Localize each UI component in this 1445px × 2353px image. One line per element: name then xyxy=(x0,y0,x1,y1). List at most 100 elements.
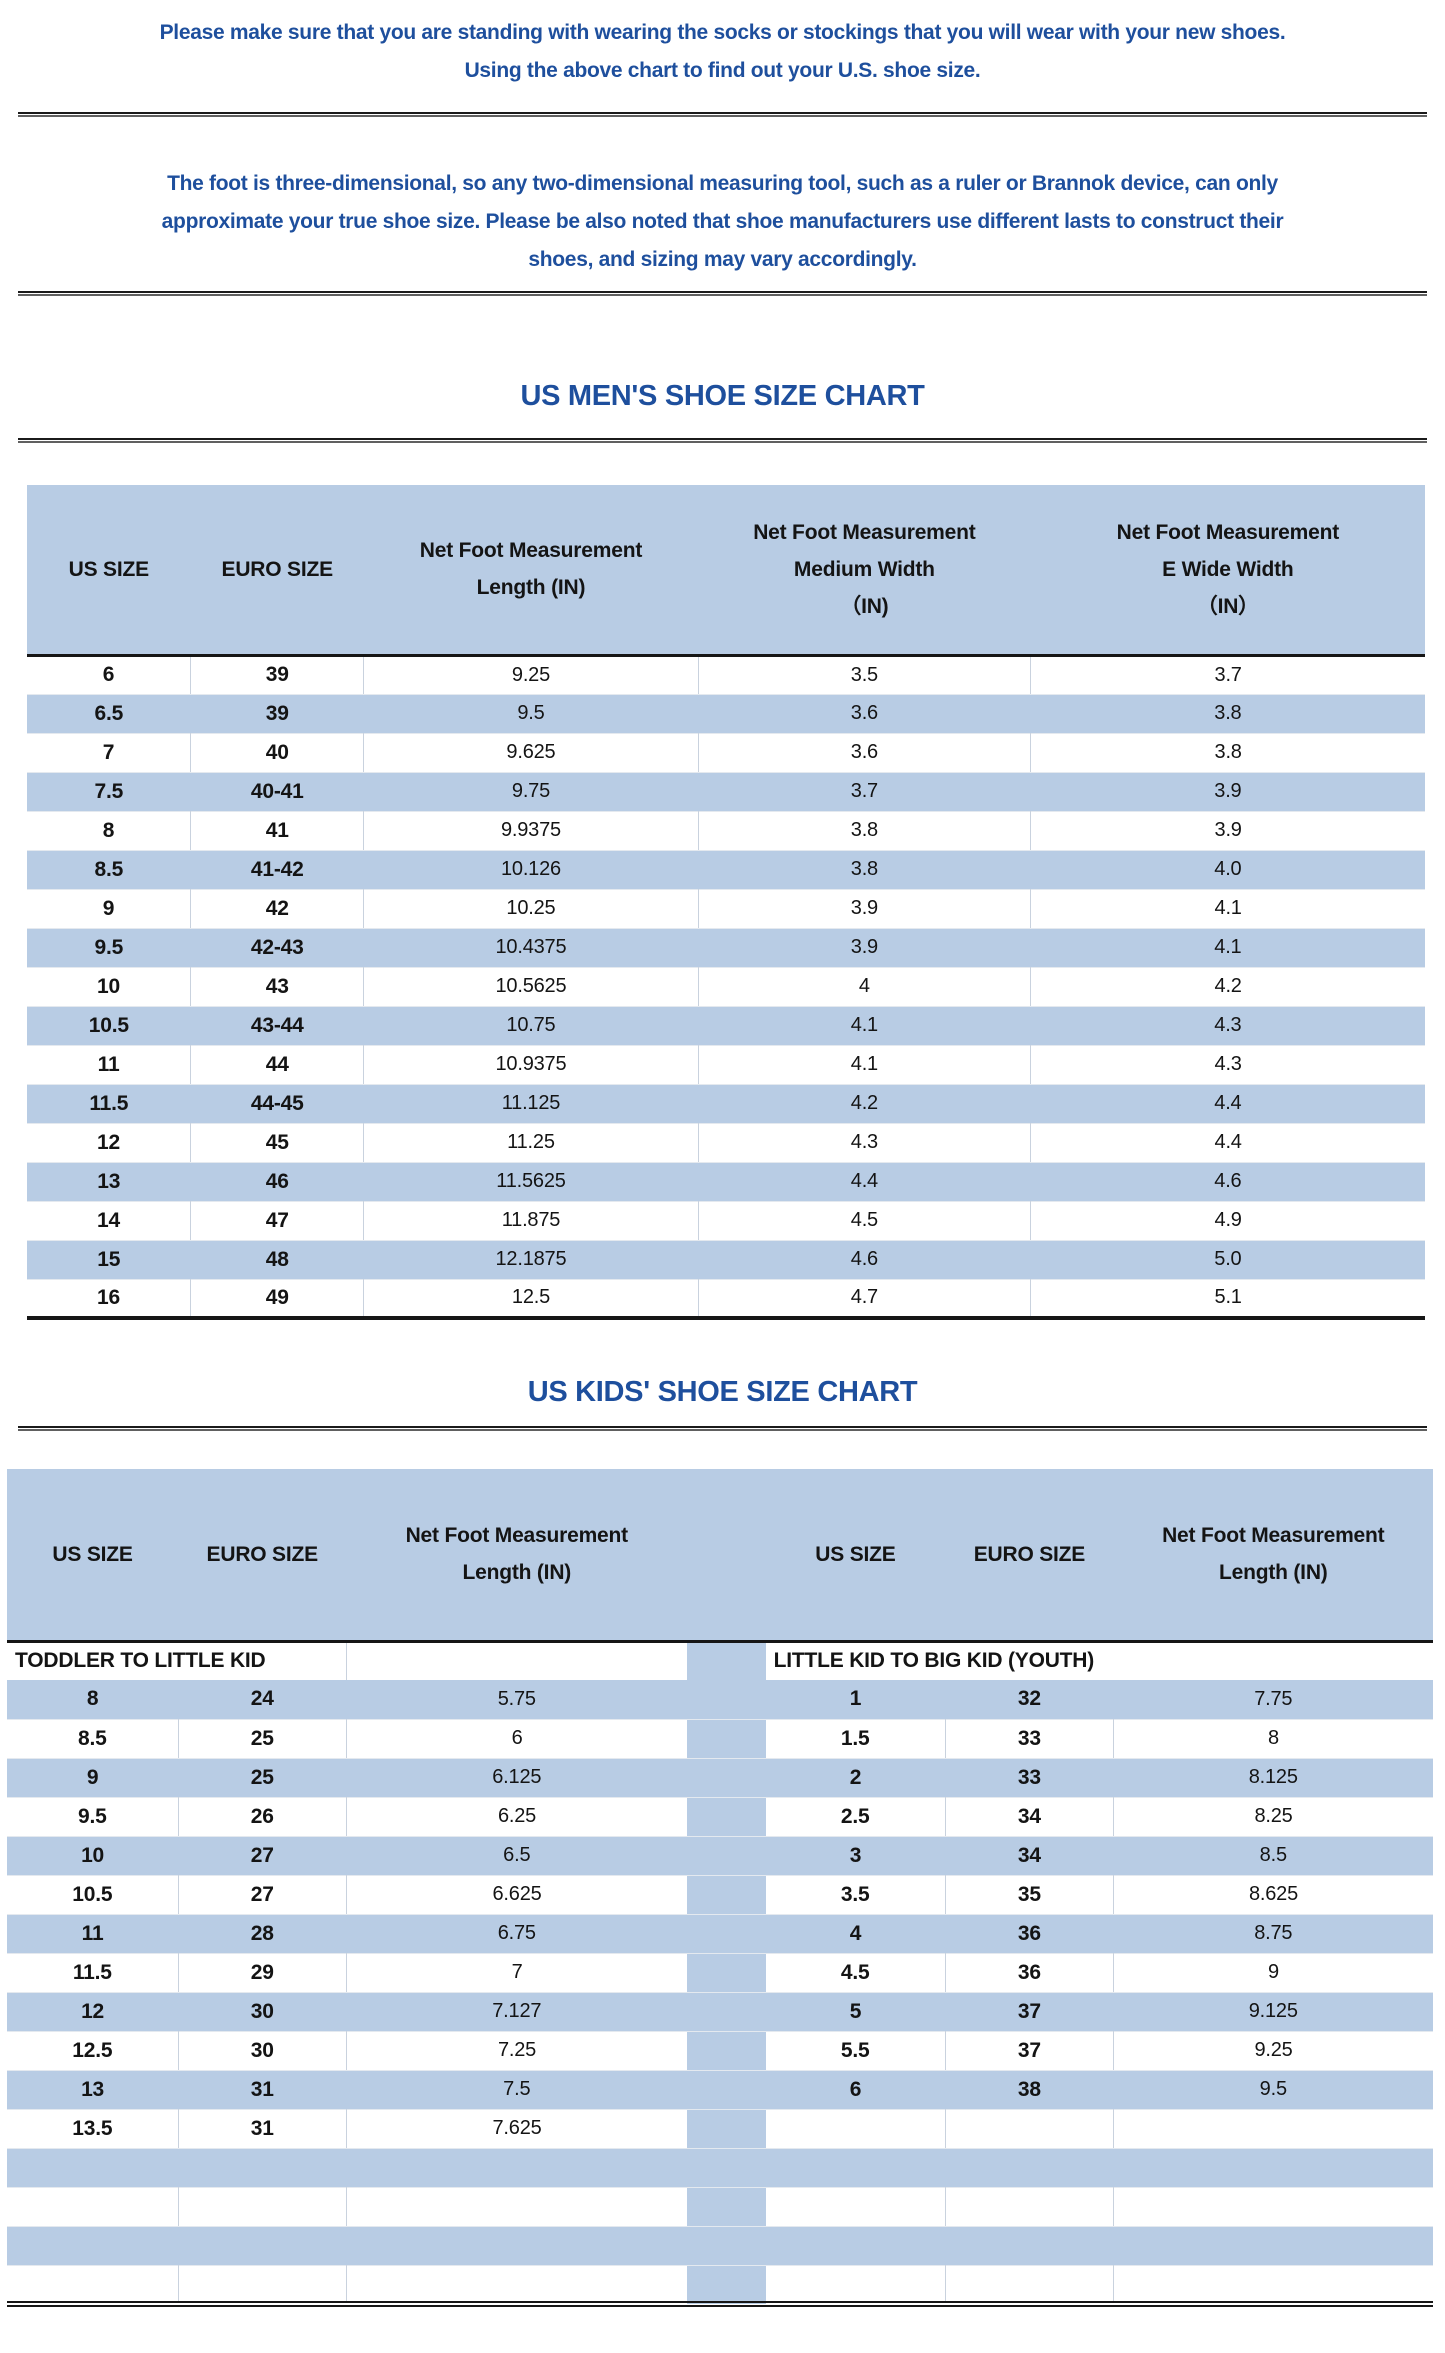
table-cell: 4.1 xyxy=(698,1006,1031,1045)
table-cell xyxy=(945,2264,1115,2305)
header-spacer-cell xyxy=(687,1469,766,1643)
table-cell: 15 xyxy=(27,1240,191,1279)
table-cell: 3 xyxy=(765,1836,946,1875)
table-cell: 3.7 xyxy=(1030,654,1425,695)
table-cell: 4.2 xyxy=(698,1084,1031,1123)
kids-table-body: TODDLER TO LITTLE KID LITTLE KID TO BIG … xyxy=(7,1641,1433,2305)
divider xyxy=(18,291,1427,296)
table-cell: 40 xyxy=(190,732,365,773)
table-cell: 3.8 xyxy=(698,850,1031,889)
table-cell: 3.9 xyxy=(698,928,1031,967)
table-cell xyxy=(765,2226,946,2265)
table-cell xyxy=(178,2264,347,2305)
spacer-cell xyxy=(687,2226,766,2265)
table-cell: 7.5 xyxy=(27,772,191,811)
table-cell: 34 xyxy=(945,1796,1115,1837)
table-cell: 25 xyxy=(178,1758,347,1797)
table-cell: 9 xyxy=(7,1758,179,1797)
header-cell-e-wide-width: Net Foot Measurement E Wide Width （IN） xyxy=(1030,485,1425,657)
table-cell: 5.5 xyxy=(765,2030,946,2071)
table-row: 12.5 30 7.25 5.5 37 9.25 xyxy=(7,2030,1433,2071)
table-cell: 11.5 xyxy=(27,1084,191,1123)
table-row: 14 47 11.875 4.5 4.9 xyxy=(27,1200,1425,1241)
table-cell: 29 xyxy=(178,1952,347,1993)
table-row: 11 28 6.75 4 36 8.75 xyxy=(7,1914,1433,1953)
table-cell: 13 xyxy=(7,2070,179,2109)
table-cell: 47 xyxy=(190,1200,365,1241)
table-cell: 5 xyxy=(765,1992,946,2031)
table-cell: 41 xyxy=(190,810,365,851)
table-cell: 7 xyxy=(27,732,192,773)
table-cell xyxy=(765,2148,946,2187)
table-cell: 4.4 xyxy=(698,1162,1031,1201)
spacer-cell xyxy=(687,2030,766,2071)
table-cell xyxy=(945,2148,1114,2187)
table-cell xyxy=(765,2108,946,2149)
table-cell: 7.75 xyxy=(1113,1680,1433,1719)
spacer-cell xyxy=(687,2264,766,2305)
table-cell: 30 xyxy=(178,2030,347,2071)
table-cell: 9 xyxy=(27,888,192,929)
table-row: 10.5 43-44 10.75 4.1 4.3 xyxy=(27,1006,1425,1045)
spacer-cell xyxy=(687,1796,766,1837)
header-cell-medium-width: Net Foot Measurement Medium Width （IN) xyxy=(698,485,1031,657)
header-cell-length: Net Foot Measurement Length (IN) xyxy=(363,485,699,657)
table-cell: 11 xyxy=(27,1044,192,1085)
table-cell: 9.25 xyxy=(363,654,699,695)
table-cell: 8.25 xyxy=(1113,1796,1433,1837)
table-cell xyxy=(346,2264,688,2305)
table-cell: 4.3 xyxy=(1030,1006,1425,1045)
table-cell: 3.8 xyxy=(1030,732,1425,773)
header-cell-us-size: US SIZE xyxy=(765,1469,946,1643)
table-cell: 7 xyxy=(346,1952,688,1993)
table-cell: 4.3 xyxy=(1030,1044,1425,1085)
table-cell xyxy=(346,2186,688,2227)
table-cell: 25 xyxy=(178,1718,347,1759)
mens-chart-title: US MEN'S SHOE SIZE CHART xyxy=(520,380,925,412)
table-row: 8.5 41-42 10.126 3.8 4.0 xyxy=(27,850,1425,889)
table-row: 10 43 10.5625 4 4.2 xyxy=(27,966,1425,1007)
table-row: 10.5 27 6.625 3.5 35 8.625 xyxy=(7,1874,1433,1915)
table-cell: 11.5 xyxy=(7,1952,179,1993)
table-cell: 44-45 xyxy=(190,1084,364,1123)
table-header-row: US SIZE EURO SIZE Net Foot Measurement L… xyxy=(27,485,1425,657)
table-cell: 4.5 xyxy=(698,1200,1032,1241)
table-cell: 8.75 xyxy=(1113,1914,1433,1953)
table-cell: 1.5 xyxy=(765,1718,946,1759)
table-cell: 4.6 xyxy=(1030,1162,1425,1201)
table-cell: 10.4375 xyxy=(363,928,699,967)
header-cell-euro-size: EURO SIZE xyxy=(945,1469,1114,1643)
table-cell: 1 xyxy=(765,1680,946,1719)
mens-size-table: US SIZE EURO SIZE Net Foot Measurement L… xyxy=(27,485,1425,1320)
table-cell: 30 xyxy=(178,1992,347,2031)
divider xyxy=(18,1426,1427,1431)
table-cell: 4 xyxy=(765,1914,946,1953)
table-cell: 6 xyxy=(346,1718,688,1759)
table-cell: 5.75 xyxy=(346,1680,688,1719)
table-cell: 9.5 xyxy=(27,928,191,967)
spacer-cell xyxy=(687,1718,766,1759)
spacer-cell xyxy=(687,2148,766,2187)
table-cell: 10.5 xyxy=(27,1006,191,1045)
spacer-cell xyxy=(687,1758,766,1797)
table-row: 6 39 9.25 3.5 3.7 xyxy=(27,654,1425,695)
table-cell: 9.25 xyxy=(1113,2030,1433,2071)
table-cell: 35 xyxy=(945,1874,1115,1915)
table-cell: 38 xyxy=(945,2070,1114,2109)
table-cell: 10.25 xyxy=(363,888,699,929)
table-row: 12 45 11.25 4.3 4.4 xyxy=(27,1122,1425,1163)
table-cell xyxy=(945,2108,1115,2149)
table-cell: 4.6 xyxy=(698,1240,1031,1279)
table-cell: 16 xyxy=(27,1278,192,1319)
table-cell xyxy=(1113,2264,1433,2305)
table-cell xyxy=(178,2226,347,2265)
table-cell: 6.5 xyxy=(346,1836,688,1875)
table-cell: 4.2 xyxy=(1030,966,1425,1007)
table-cell xyxy=(765,2264,946,2305)
table-cell: 3.6 xyxy=(698,694,1031,733)
table-cell: 31 xyxy=(178,2108,347,2149)
table-cell: 13 xyxy=(27,1162,191,1201)
table-cell: 7.625 xyxy=(346,2108,688,2149)
table-cell: 9.625 xyxy=(363,732,699,773)
